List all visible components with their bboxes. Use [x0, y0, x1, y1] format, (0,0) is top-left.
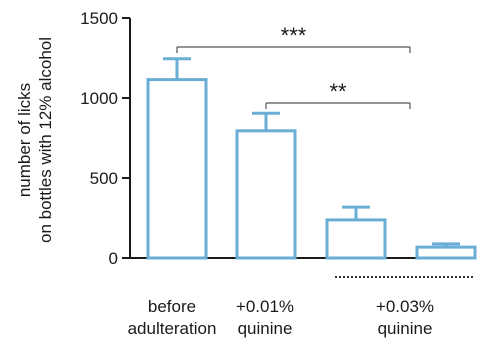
y-tick-label: 0 [109, 249, 118, 268]
bar [415, 245, 477, 260]
significance-brackets: ***** [176, 23, 411, 109]
x-tick-label-0.01-quinine: +0.01% quinine [235, 297, 295, 338]
y-tick-label: 1000 [80, 89, 118, 108]
bar [235, 129, 297, 260]
bar [325, 218, 387, 260]
y-tick-label: 1500 [80, 9, 118, 28]
y-tick-label: 500 [90, 169, 118, 188]
bars [146, 57, 477, 260]
significance-label: ** [329, 79, 347, 104]
y-axis-label-line-1: number of licks [15, 83, 34, 197]
significance-label: *** [281, 23, 307, 48]
y-axis-label-line-2: on bottles with 12% alcohol [36, 37, 55, 243]
x-tick-label-before-adulteration: before adulteration [127, 297, 217, 338]
x-group-label-0.03-quinine: +0.03% quinine [375, 297, 435, 338]
bar [146, 78, 208, 260]
